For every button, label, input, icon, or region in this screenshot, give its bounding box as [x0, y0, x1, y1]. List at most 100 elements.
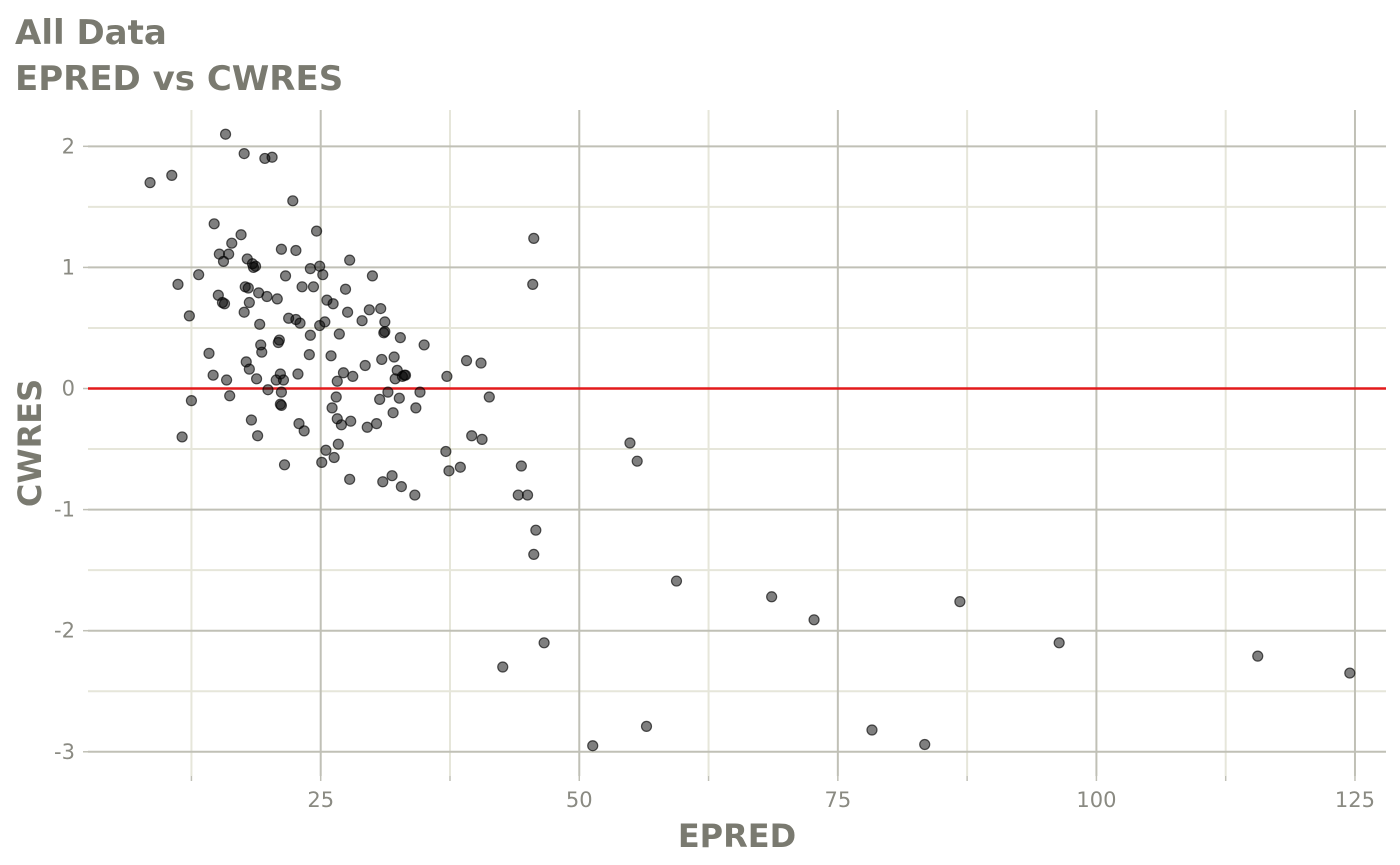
data-point: [527, 278, 539, 290]
y-tick-label: -3: [54, 740, 75, 764]
data-point: [410, 402, 422, 414]
data-point: [1344, 667, 1356, 679]
chart-titles: All Data EPRED vs CWRES: [15, 10, 343, 102]
data-point: [266, 151, 278, 163]
data-point: [238, 306, 250, 318]
data-point: [466, 430, 478, 442]
data-point: [273, 334, 285, 346]
data-point: [275, 243, 288, 255]
data-point: [185, 395, 198, 407]
data-point: [631, 455, 643, 467]
data-point: [245, 414, 258, 426]
data-point: [388, 351, 400, 363]
data-point: [249, 260, 262, 272]
data-point: [393, 392, 405, 404]
data-point: [395, 480, 407, 493]
data-point: [304, 329, 316, 341]
data-point: [316, 456, 328, 468]
data-point: [344, 254, 356, 266]
major-gridlines: [88, 110, 1386, 776]
data-point: [919, 738, 931, 751]
data-point: [278, 459, 291, 471]
data-point: [218, 298, 231, 310]
data-point: [377, 476, 389, 488]
data-point: [144, 177, 156, 189]
data-point: [497, 661, 509, 673]
data-point: [220, 374, 233, 386]
y-tick-label: 0: [62, 377, 75, 401]
data-point: [325, 350, 337, 362]
data-point: [345, 415, 357, 427]
data-point: [399, 369, 412, 381]
data-point: [483, 391, 495, 403]
data-point: [279, 270, 292, 282]
data-point: [379, 325, 391, 338]
data-point: [376, 353, 388, 366]
data-point: [670, 575, 683, 587]
data-point: [243, 296, 255, 309]
data-point: [342, 306, 354, 318]
data-point: [359, 359, 371, 372]
data-point: [242, 282, 254, 294]
data-point: [475, 357, 487, 369]
x-axis-label: EPRED: [678, 817, 796, 855]
data-point: [310, 225, 323, 237]
data-point: [292, 368, 304, 380]
data-point: [332, 438, 344, 450]
y-tick-label: 1: [62, 255, 75, 279]
data-point: [418, 339, 430, 351]
data-point: [443, 465, 455, 477]
tick-labels: 25 50 75 100 125 -3 -2 -1 0 1 2: [54, 134, 1375, 812]
data-point: [335, 419, 347, 431]
data-point: [476, 433, 488, 445]
data-point: [387, 407, 399, 419]
data-point: [512, 489, 524, 501]
data-point: [347, 370, 359, 382]
data-point: [528, 548, 540, 561]
y-tick-label: -1: [54, 498, 75, 522]
data-point: [528, 232, 540, 244]
x-tick-label: 50: [566, 788, 593, 812]
data-point: [337, 367, 350, 379]
data-point: [375, 302, 387, 315]
data-point: [333, 328, 345, 340]
data-point: [262, 384, 274, 396]
data-point: [374, 393, 386, 406]
data-point: [386, 470, 398, 482]
data-point: [271, 293, 283, 305]
data-point: [235, 229, 247, 241]
data-point: [243, 363, 255, 375]
data-point: [226, 237, 238, 249]
minor-gridlines: [88, 110, 1386, 776]
x-tick-label: 125: [1335, 788, 1375, 812]
data-point: [252, 430, 264, 442]
x-tick-label: 75: [824, 788, 851, 812]
data-point: [275, 399, 288, 412]
data-point: [224, 390, 236, 402]
data-point: [394, 332, 406, 344]
data-point: [254, 318, 266, 330]
data-point: [303, 349, 315, 361]
data-point: [330, 391, 342, 403]
data-point: [326, 402, 338, 414]
data-point: [363, 304, 375, 316]
data-point: [317, 269, 329, 281]
y-tick-label: -2: [54, 619, 75, 643]
data-point: [460, 355, 473, 367]
data-point: [530, 524, 542, 536]
axis-ticks: [83, 145, 1356, 781]
y-axis-label: CWRES: [11, 379, 49, 507]
data-point: [339, 283, 352, 295]
data-point: [366, 270, 379, 282]
data-point: [193, 269, 205, 281]
data-point: [370, 418, 383, 430]
data-point: [176, 431, 188, 443]
data-point: [208, 218, 220, 230]
data-point: [287, 195, 299, 207]
data-point: [361, 421, 373, 433]
data-point: [166, 169, 178, 181]
data-point: [808, 614, 820, 626]
data-point: [275, 386, 288, 398]
data-point: [207, 369, 219, 381]
data-point: [587, 740, 599, 752]
